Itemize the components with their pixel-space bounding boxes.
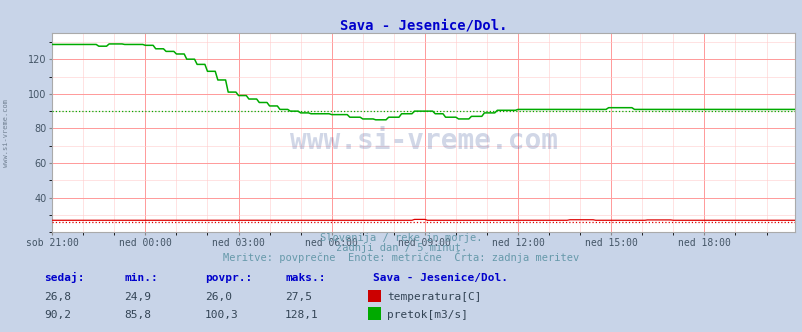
Text: sedaj:: sedaj: (44, 272, 84, 283)
Text: 128,1: 128,1 (285, 310, 318, 320)
Text: Sava - Jesenice/Dol.: Sava - Jesenice/Dol. (373, 273, 508, 283)
Text: pretok[m3/s]: pretok[m3/s] (387, 310, 468, 320)
Text: 26,0: 26,0 (205, 292, 232, 302)
Text: 24,9: 24,9 (124, 292, 152, 302)
Text: maks.:: maks.: (285, 273, 325, 283)
Text: 27,5: 27,5 (285, 292, 312, 302)
Text: Slovenija / reke in morje.: Slovenija / reke in morje. (320, 233, 482, 243)
Text: zadnji dan / 5 minut.: zadnji dan / 5 minut. (335, 243, 467, 253)
Text: 85,8: 85,8 (124, 310, 152, 320)
Text: temperatura[C]: temperatura[C] (387, 292, 481, 302)
Title: Sava - Jesenice/Dol.: Sava - Jesenice/Dol. (339, 18, 507, 32)
Text: 100,3: 100,3 (205, 310, 238, 320)
Text: min.:: min.: (124, 273, 158, 283)
Text: www.si-vreme.com: www.si-vreme.com (290, 127, 557, 155)
Text: 90,2: 90,2 (44, 310, 71, 320)
Text: 26,8: 26,8 (44, 292, 71, 302)
Text: Meritve: povprečne  Enote: metrične  Črta: zadnja meritev: Meritve: povprečne Enote: metrične Črta:… (223, 251, 579, 263)
Text: www.si-vreme.com: www.si-vreme.com (3, 99, 10, 167)
Text: povpr.:: povpr.: (205, 273, 252, 283)
